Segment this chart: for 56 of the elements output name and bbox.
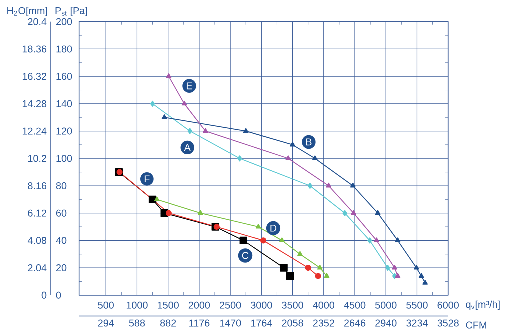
x2-axis-title: CFM: [466, 322, 486, 329]
x-tick-label: 5000: [376, 302, 397, 309]
x2-tick-label: 2058: [282, 320, 304, 327]
y2-tick-label: 2.04: [28, 264, 47, 272]
y-tick-label: 140: [56, 100, 72, 108]
y2-tick-label: 4.08: [28, 237, 47, 244]
y2-axis-title: H$_{2}$O[mm]: [8, 7, 48, 16]
x-tick-label: 4500: [344, 302, 366, 309]
y2-tick-label: 20.4: [28, 18, 47, 26]
annotation: F: [144, 176, 150, 182]
annotation: E: [186, 82, 192, 90]
y-axis-title: P$_{st}$ [Pa]: [56, 7, 88, 16]
y-tick-label: 0: [56, 292, 62, 299]
x2-tick-label: 2940: [376, 320, 397, 327]
x2-tick-label: 588: [129, 320, 146, 327]
y2-tick-label: 18.36: [22, 46, 47, 53]
x-tick-label: 1500: [158, 302, 179, 309]
x2-tick-label: 2646: [344, 320, 366, 327]
y-tick-label: 80: [56, 182, 67, 190]
x2-tick-label: 3528: [438, 320, 459, 327]
x-tick-label: 6000: [438, 302, 459, 309]
x-tick-label: 2500: [220, 302, 242, 309]
x2-tick-label: 294: [98, 320, 114, 327]
y2-tick-label: 10.2: [28, 155, 47, 162]
x2-tick-label: 1764: [251, 320, 272, 327]
y-tick-label: 160: [56, 73, 72, 80]
y2-tick-label: 16.32: [22, 73, 47, 80]
y-tick-label: 180: [56, 46, 72, 53]
x2-tick-label: 1470: [220, 320, 242, 327]
y-tick-label: 60: [56, 210, 67, 217]
y2-tick-label: 12.24: [22, 128, 47, 135]
x-tick-label: 3500: [282, 302, 304, 309]
y-tick-label: 100: [56, 155, 72, 162]
x-axis-title: q$_{v}$[m³/h]: [466, 300, 500, 310]
x-tick-label: 3000: [251, 302, 272, 309]
y2-tick-label: 8.16: [28, 182, 47, 190]
annotation: B: [306, 138, 312, 146]
x-tick-label: 1000: [126, 302, 148, 309]
annotation: D: [270, 224, 277, 232]
x-tick-label: 2000: [188, 302, 210, 309]
x2-tick-label: 3234: [406, 320, 428, 327]
y-tick-label: 200: [56, 18, 72, 26]
y2-tick-label: 6.12: [28, 210, 47, 217]
x-tick-label: 4000: [313, 302, 335, 309]
x-tick-label: 500: [98, 302, 114, 309]
y2-tick-label: 14.28: [22, 100, 47, 108]
x2-tick-label: 1176: [190, 320, 210, 327]
y-tick-label: 120: [56, 128, 72, 135]
x-tick-label: 5500: [406, 302, 428, 309]
x2-tick-label: 2352: [313, 320, 334, 327]
annotation: C: [242, 252, 249, 260]
x2-tick-label: 882: [160, 320, 176, 327]
annotation: A: [184, 144, 191, 152]
y-tick-label: 40: [56, 237, 67, 244]
y2-tick-label: 0: [42, 292, 47, 299]
y-tick-label: 20: [56, 264, 67, 272]
